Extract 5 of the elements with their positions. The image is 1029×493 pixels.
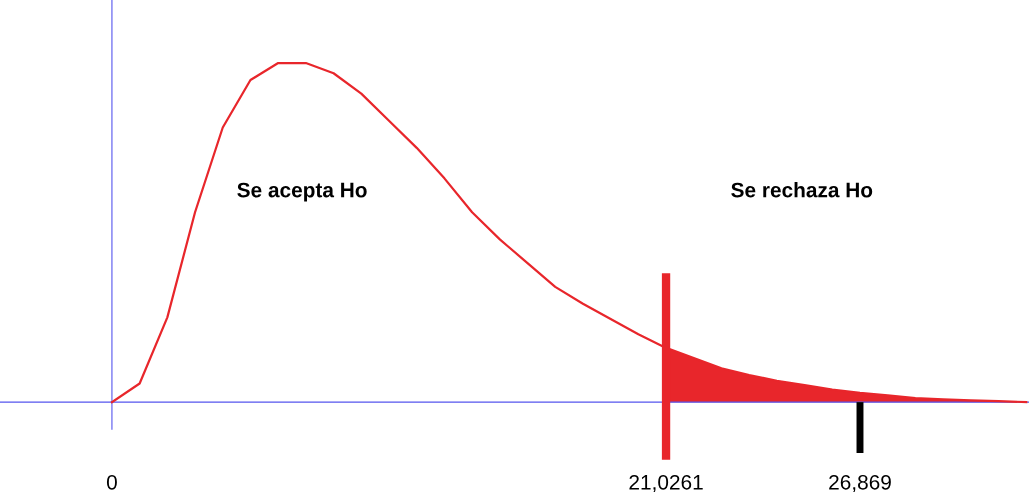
x-tick-label: 0: [106, 474, 117, 490]
annotation: Se acepta Ho: [237, 182, 367, 202]
x-tick-label: 26,869: [829, 474, 891, 493]
annotation: Se rechaza Ho: [731, 182, 873, 198]
x-tick-label: 21,0261: [629, 474, 703, 493]
